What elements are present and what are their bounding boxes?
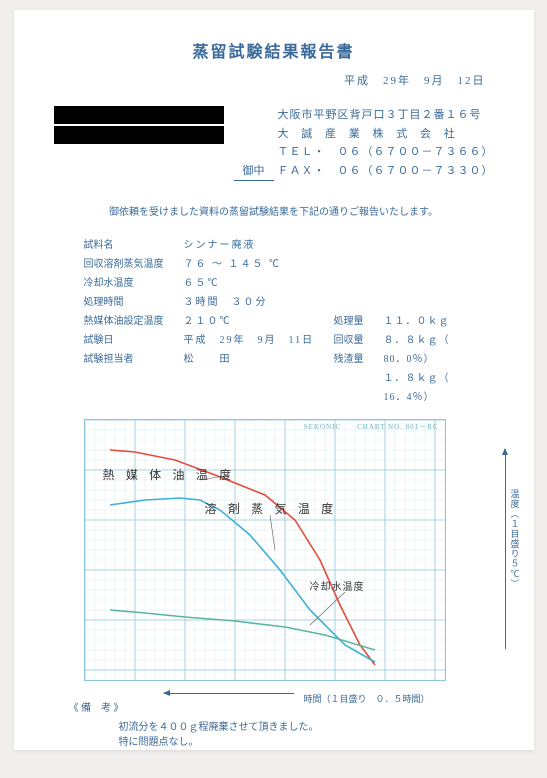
remarks-block: 《 備 考 》 初流分を４００ｇ程廃棄させて頂きました。 特に問題点なし。 [69, 699, 534, 748]
data-table: 試料名 回収溶剤蒸気温度 冷却水温度 処理時間 熱媒体油設定温度 試験日 試験担… [84, 236, 474, 407]
intro-text: 御依頼を受けました資料の蒸留試験結果を下記の通りご報告いたします。 [14, 203, 534, 218]
remarks-title: 《 備 考 》 [69, 699, 534, 714]
row-label: 試験日 [84, 331, 184, 350]
doc-title: 蒸留試験結果報告書 [14, 10, 534, 62]
issue-date: 平成 29年 9月 12日 [14, 72, 534, 88]
sender-tel: ＴＥＬ・ ０６（６７００－７３６６） [278, 143, 494, 162]
row-label: 熱媒体油設定温度 [84, 312, 184, 331]
row-val: １１．０ｋｇ [384, 312, 474, 331]
row-label: 処理時間 [84, 293, 184, 312]
recipient-block [54, 106, 224, 181]
row-label: 残渣量 [334, 350, 384, 369]
row-val: ２１０℃ [184, 312, 334, 331]
redacted-line [54, 106, 224, 124]
row-label: 冷却水温度 [84, 274, 184, 293]
report-page: 蒸留試験結果報告書 平成 29年 9月 12日 御中 大阪市平野区背戸口３丁目２… [14, 10, 534, 750]
row-label: 回収溶剤蒸気温度 [84, 255, 184, 274]
chart-annotation: 熱 媒 体 油 温 度 [103, 466, 236, 483]
row-val: 松 田 [184, 350, 334, 369]
row-val: ６５℃ [184, 274, 334, 293]
chart-annotation: 溶 剤 蒸 気 温 度 [205, 500, 338, 517]
row-label: 処理量 [334, 312, 384, 331]
remarks-line: 特に問題点なし。 [119, 733, 534, 748]
row-val: ３時間 ３０分 [184, 293, 334, 312]
chart-svg [85, 420, 445, 680]
row-label: 試料名 [84, 236, 184, 255]
row-val: ７６ ～ １４５ ℃ [184, 255, 334, 274]
time-axis-label: 時間（１目盛り ０．５時間） [304, 692, 430, 705]
sender-fax: ＦＡＸ・ ０６（６７００－７３３０） [278, 162, 494, 181]
row-label: 試験担当者 [84, 350, 184, 369]
chart-wrap: SEKONIC CHART NO. 801－RC 熱 媒 体 油 温 度 溶 剤… [84, 419, 484, 681]
header-row: 御中 大阪市平野区背戸口３丁目２番１６号 大 誠 産 業 株 式 会 社 ＴＥＬ… [14, 106, 534, 181]
chart-paper-label: SEKONIC CHART NO. 801－RC [304, 422, 439, 432]
row-val: ８．８ｋｇ（ 80．0％） [384, 331, 474, 369]
row-val: シンナー廃液 [184, 236, 334, 255]
temperature-chart: SEKONIC CHART NO. 801－RC 熱 媒 体 油 温 度 溶 剤… [84, 419, 446, 681]
sender-block: 大阪市平野区背戸口３丁目２番１６号 大 誠 産 業 株 式 会 社 ＴＥＬ・ ０… [278, 106, 494, 181]
time-axis-arrow [164, 693, 294, 694]
row-label: 回収量 [334, 331, 384, 350]
temp-axis-label: 温度（１目盛り５℃） [509, 489, 522, 589]
sender-address: 大阪市平野区背戸口３丁目２番１６号 [278, 106, 494, 125]
redacted-line [54, 126, 224, 144]
chart-annotation: 冷却水温度 [310, 578, 365, 593]
sender-company: 大 誠 産 業 株 式 会 社 [278, 125, 494, 144]
recipient-suffix: 御中 [234, 162, 274, 181]
remarks-line: 初流分を４００ｇ程廃棄させて頂きました。 [119, 718, 534, 733]
row-val: １．８ｋｇ（ 16．4％） [384, 369, 474, 407]
row-val: 平成 29年 9月 11日 [184, 331, 334, 350]
temp-axis-arrow [505, 449, 506, 649]
